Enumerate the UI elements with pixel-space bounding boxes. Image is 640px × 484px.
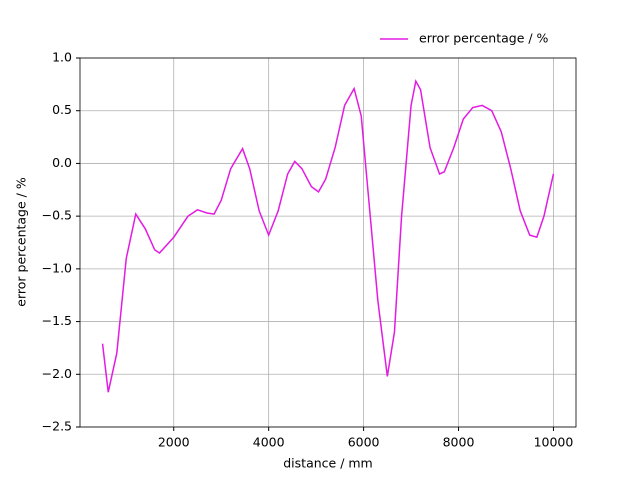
x-tick-label: 2000 bbox=[158, 435, 190, 450]
x-tick-label: 6000 bbox=[348, 435, 380, 450]
x-tick-label: 8000 bbox=[443, 435, 475, 450]
y-tick-label: −2.0 bbox=[42, 366, 72, 381]
x-tick-label: 10000 bbox=[534, 435, 574, 450]
y-tick-label: −0.5 bbox=[42, 208, 72, 223]
x-tick-label: 4000 bbox=[253, 435, 285, 450]
y-tick-label: 0.0 bbox=[52, 155, 72, 170]
y-tick-label: −1.5 bbox=[42, 313, 72, 328]
y-tick-label: 1.0 bbox=[52, 50, 72, 65]
y-tick-label: −1.0 bbox=[42, 260, 72, 275]
x-axis-label: distance / mm bbox=[283, 456, 372, 471]
plot-frame bbox=[79, 57, 577, 428]
data-line bbox=[101, 79, 555, 393]
y-axis-label: error percentage / % bbox=[14, 177, 29, 307]
y-tick-label: −2.5 bbox=[42, 419, 72, 434]
y-tick-label: 0.5 bbox=[52, 102, 72, 117]
legend-label: error percentage / % bbox=[419, 31, 549, 46]
